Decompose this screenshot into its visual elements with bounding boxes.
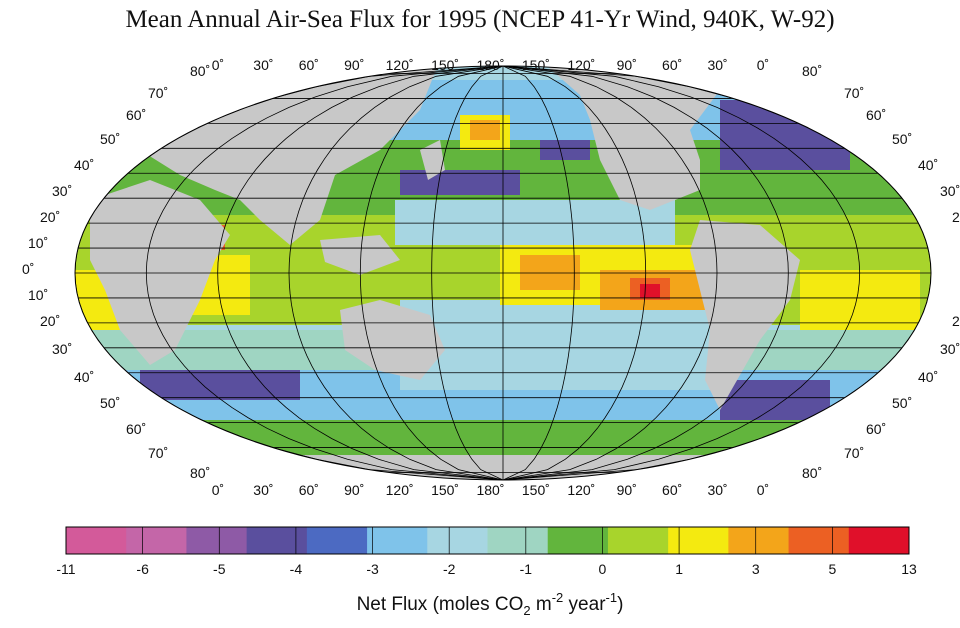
left-latitude-labels: 80˚70˚60˚50˚40˚30˚20˚10˚0˚10˚20˚30˚40˚50… bbox=[22, 63, 210, 481]
map-title: Mean Annual Air-Sea Flux for 1995 (NCEP … bbox=[125, 6, 835, 33]
latitude-label: 0˚ bbox=[22, 261, 34, 277]
longitude-label: 120˚ bbox=[386, 57, 414, 73]
latitude-label: 30˚ bbox=[52, 183, 72, 199]
latitude-label: 30˚ bbox=[940, 341, 960, 357]
longitude-label: 0˚ bbox=[757, 482, 769, 498]
colorbar-segment bbox=[788, 527, 850, 554]
latitude-label: 20˚ bbox=[952, 313, 960, 329]
colorbar-segment bbox=[607, 527, 669, 554]
latitude-label: 20˚ bbox=[952, 209, 960, 225]
latitude-label: 40˚ bbox=[74, 369, 94, 385]
latitude-label: 60˚ bbox=[126, 107, 146, 123]
longitude-label: 120˚ bbox=[567, 57, 595, 73]
longitude-label: 60˚ bbox=[299, 57, 319, 73]
latitude-label: 10˚ bbox=[28, 287, 48, 303]
latitude-label: 30˚ bbox=[940, 183, 960, 199]
colorbar-tick-labels: -11 -6 -5 -4 -3 -2 -1 0 1 3 5 13 bbox=[56, 527, 917, 577]
colorbar-tick-label: -2 bbox=[443, 561, 456, 577]
colorbar-tick-label: 3 bbox=[752, 561, 760, 577]
colorbar-segment bbox=[306, 527, 368, 554]
south-america-land bbox=[690, 220, 800, 410]
colorbar-segment bbox=[547, 527, 609, 554]
colorbar-tick-label: 0 bbox=[599, 561, 607, 577]
colorbar-tick-label: -1 bbox=[520, 561, 533, 577]
longitude-label: 180˚ bbox=[476, 482, 504, 498]
colorbar-segment bbox=[367, 527, 428, 554]
colorbar-tick-label: -4 bbox=[290, 561, 303, 577]
latitude-label: 80˚ bbox=[190, 63, 210, 79]
latitude-label: 30˚ bbox=[52, 341, 72, 357]
colorbar-unit-label: Net Flux (moles CO2 m-2 year-1) bbox=[357, 590, 624, 618]
colorbar-segment bbox=[126, 527, 187, 554]
globe-outline bbox=[74, 65, 932, 481]
north-america-land bbox=[540, 66, 760, 210]
japan-land bbox=[420, 140, 445, 180]
africa-land bbox=[90, 180, 230, 365]
latitude-label: 60˚ bbox=[126, 421, 146, 437]
latitude-label: 80˚ bbox=[802, 63, 822, 79]
colorbar-tick-label: 13 bbox=[901, 561, 917, 577]
right-latitude-labels: 80˚70˚60˚50˚40˚30˚20˚10˚0˚10˚20˚30˚40˚50… bbox=[802, 63, 960, 481]
latitude-label: 50˚ bbox=[892, 131, 912, 147]
latitude-label: 50˚ bbox=[100, 395, 120, 411]
latitude-label: 70˚ bbox=[844, 85, 864, 101]
latitude-label: 60˚ bbox=[866, 107, 886, 123]
longitude-label: 0˚ bbox=[212, 482, 224, 498]
latitude-label: 50˚ bbox=[892, 395, 912, 411]
longitude-label: 150˚ bbox=[431, 482, 459, 498]
longitude-label: 150˚ bbox=[522, 482, 550, 498]
colorbar-segment bbox=[66, 527, 127, 554]
latitude-label: 60˚ bbox=[866, 421, 886, 437]
colorbar-segment bbox=[668, 527, 729, 554]
longitude-label: 90˚ bbox=[344, 57, 364, 73]
latitude-label: 40˚ bbox=[918, 369, 938, 385]
longitude-label: 60˚ bbox=[662, 482, 682, 498]
colorbar-segment bbox=[427, 527, 488, 554]
longitude-label: 90˚ bbox=[344, 482, 364, 498]
colorbar-tick-label: -11 bbox=[56, 561, 75, 577]
longitude-label: 30˚ bbox=[707, 57, 727, 73]
colorbar-segment bbox=[487, 527, 549, 554]
longitude-label: 90˚ bbox=[617, 57, 637, 73]
latitude-label: 70˚ bbox=[148, 445, 168, 461]
australia-land bbox=[340, 300, 445, 380]
longitude-label: 150˚ bbox=[522, 57, 550, 73]
latitude-label: 20˚ bbox=[40, 209, 60, 225]
latitude-label: 20˚ bbox=[40, 313, 60, 329]
longitude-label: 180˚ bbox=[476, 57, 504, 73]
colorbar-tick-label: -3 bbox=[366, 561, 379, 577]
colorbar-tick-label: 5 bbox=[828, 561, 836, 577]
longitude-label: 0˚ bbox=[757, 57, 769, 73]
colorbar-segment bbox=[246, 527, 308, 554]
longitude-label: 120˚ bbox=[386, 482, 414, 498]
longitude-label: 60˚ bbox=[299, 482, 319, 498]
longitude-label: 30˚ bbox=[707, 482, 727, 498]
longitude-label: 0˚ bbox=[212, 57, 224, 73]
longitude-label: 60˚ bbox=[662, 57, 682, 73]
colorbar bbox=[65, 526, 910, 555]
colorbar-tick-label: -5 bbox=[213, 561, 226, 577]
longitude-label: 30˚ bbox=[253, 57, 273, 73]
indonesia-land bbox=[320, 235, 400, 275]
top-longitude-labels: 0˚ 30˚ 60˚ 90˚ 120˚ 150˚ 180˚ 150˚ 120˚ 90˚ 60˚ 30˚… bbox=[212, 57, 769, 73]
longitude-label: 90˚ bbox=[617, 482, 637, 498]
bottom-longitude-labels: 0˚ 30˚ 60˚ 90˚ 120˚ 150˚ 180˚ 150˚ 120˚ 90˚ 60˚ 30˚… bbox=[212, 482, 769, 498]
colorbar-tick-label: 1 bbox=[675, 561, 683, 577]
colorbar-segment bbox=[186, 527, 248, 554]
latitude-label: 40˚ bbox=[918, 157, 938, 173]
latitude-label: 80˚ bbox=[190, 465, 210, 481]
latitude-label: 70˚ bbox=[844, 445, 864, 461]
colorbar-tick-label: -6 bbox=[136, 561, 149, 577]
latitude-label: 70˚ bbox=[148, 85, 168, 101]
longitude-label: 120˚ bbox=[567, 482, 595, 498]
latitude-label: 80˚ bbox=[802, 465, 822, 481]
latitude-label: 50˚ bbox=[100, 131, 120, 147]
longitude-label: 30˚ bbox=[253, 482, 273, 498]
latitude-label: 40˚ bbox=[74, 157, 94, 173]
longitude-label: 150˚ bbox=[431, 57, 459, 73]
colorbar-segment bbox=[728, 527, 790, 554]
latitude-label: 10˚ bbox=[28, 235, 48, 251]
colorbar-segment bbox=[848, 527, 910, 554]
